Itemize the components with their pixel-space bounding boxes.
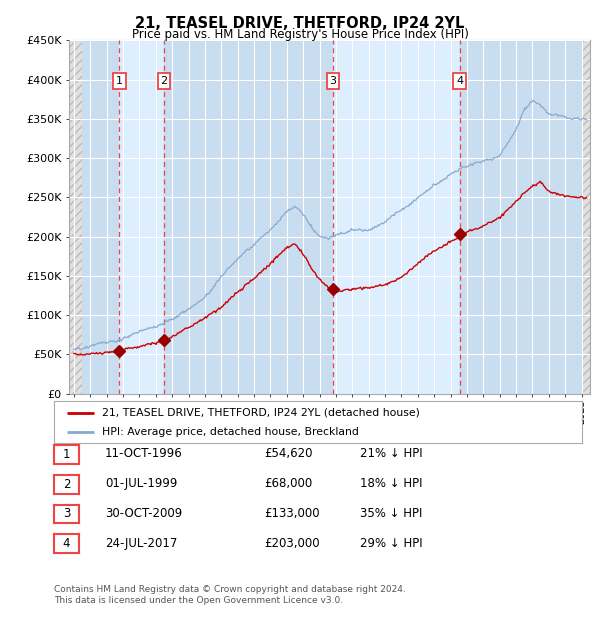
Text: 35% ↓ HPI: 35% ↓ HPI [360, 507, 422, 520]
Text: £68,000: £68,000 [264, 477, 312, 490]
Text: 21, TEASEL DRIVE, THETFORD, IP24 2YL: 21, TEASEL DRIVE, THETFORD, IP24 2YL [136, 16, 464, 30]
Text: 1: 1 [116, 76, 123, 86]
Text: 3: 3 [329, 76, 337, 86]
Text: Contains HM Land Registry data © Crown copyright and database right 2024.
This d: Contains HM Land Registry data © Crown c… [54, 585, 406, 606]
Text: 21, TEASEL DRIVE, THETFORD, IP24 2YL (detached house): 21, TEASEL DRIVE, THETFORD, IP24 2YL (de… [101, 407, 419, 417]
Bar [581, 40, 590, 394]
Bar [69, 40, 82, 394]
Text: £133,000: £133,000 [264, 507, 320, 520]
Text: £203,000: £203,000 [264, 537, 320, 549]
Text: 01-JUL-1999: 01-JUL-1999 [105, 477, 178, 490]
Text: 24-JUL-2017: 24-JUL-2017 [105, 537, 178, 549]
Text: 29% ↓ HPI: 29% ↓ HPI [360, 537, 422, 549]
Text: 18% ↓ HPI: 18% ↓ HPI [360, 477, 422, 490]
Text: 30-OCT-2009: 30-OCT-2009 [105, 507, 182, 520]
Text: 2: 2 [63, 478, 70, 490]
Bar [119, 40, 164, 394]
Text: 11-OCT-1996: 11-OCT-1996 [105, 448, 183, 460]
Bar [460, 40, 581, 394]
Text: 21% ↓ HPI: 21% ↓ HPI [360, 448, 422, 460]
Text: 3: 3 [63, 508, 70, 520]
Text: 4: 4 [63, 538, 70, 550]
Text: HPI: Average price, detached house, Breckland: HPI: Average price, detached house, Brec… [101, 427, 358, 437]
Bar [333, 40, 460, 394]
Text: Price paid vs. HM Land Registry's House Price Index (HPI): Price paid vs. HM Land Registry's House … [131, 28, 469, 41]
Text: £54,620: £54,620 [264, 448, 313, 460]
Text: 1: 1 [63, 448, 70, 461]
Text: 2: 2 [160, 76, 167, 86]
Bar [82, 40, 119, 394]
Text: 4: 4 [456, 76, 463, 86]
Bar [164, 40, 333, 394]
